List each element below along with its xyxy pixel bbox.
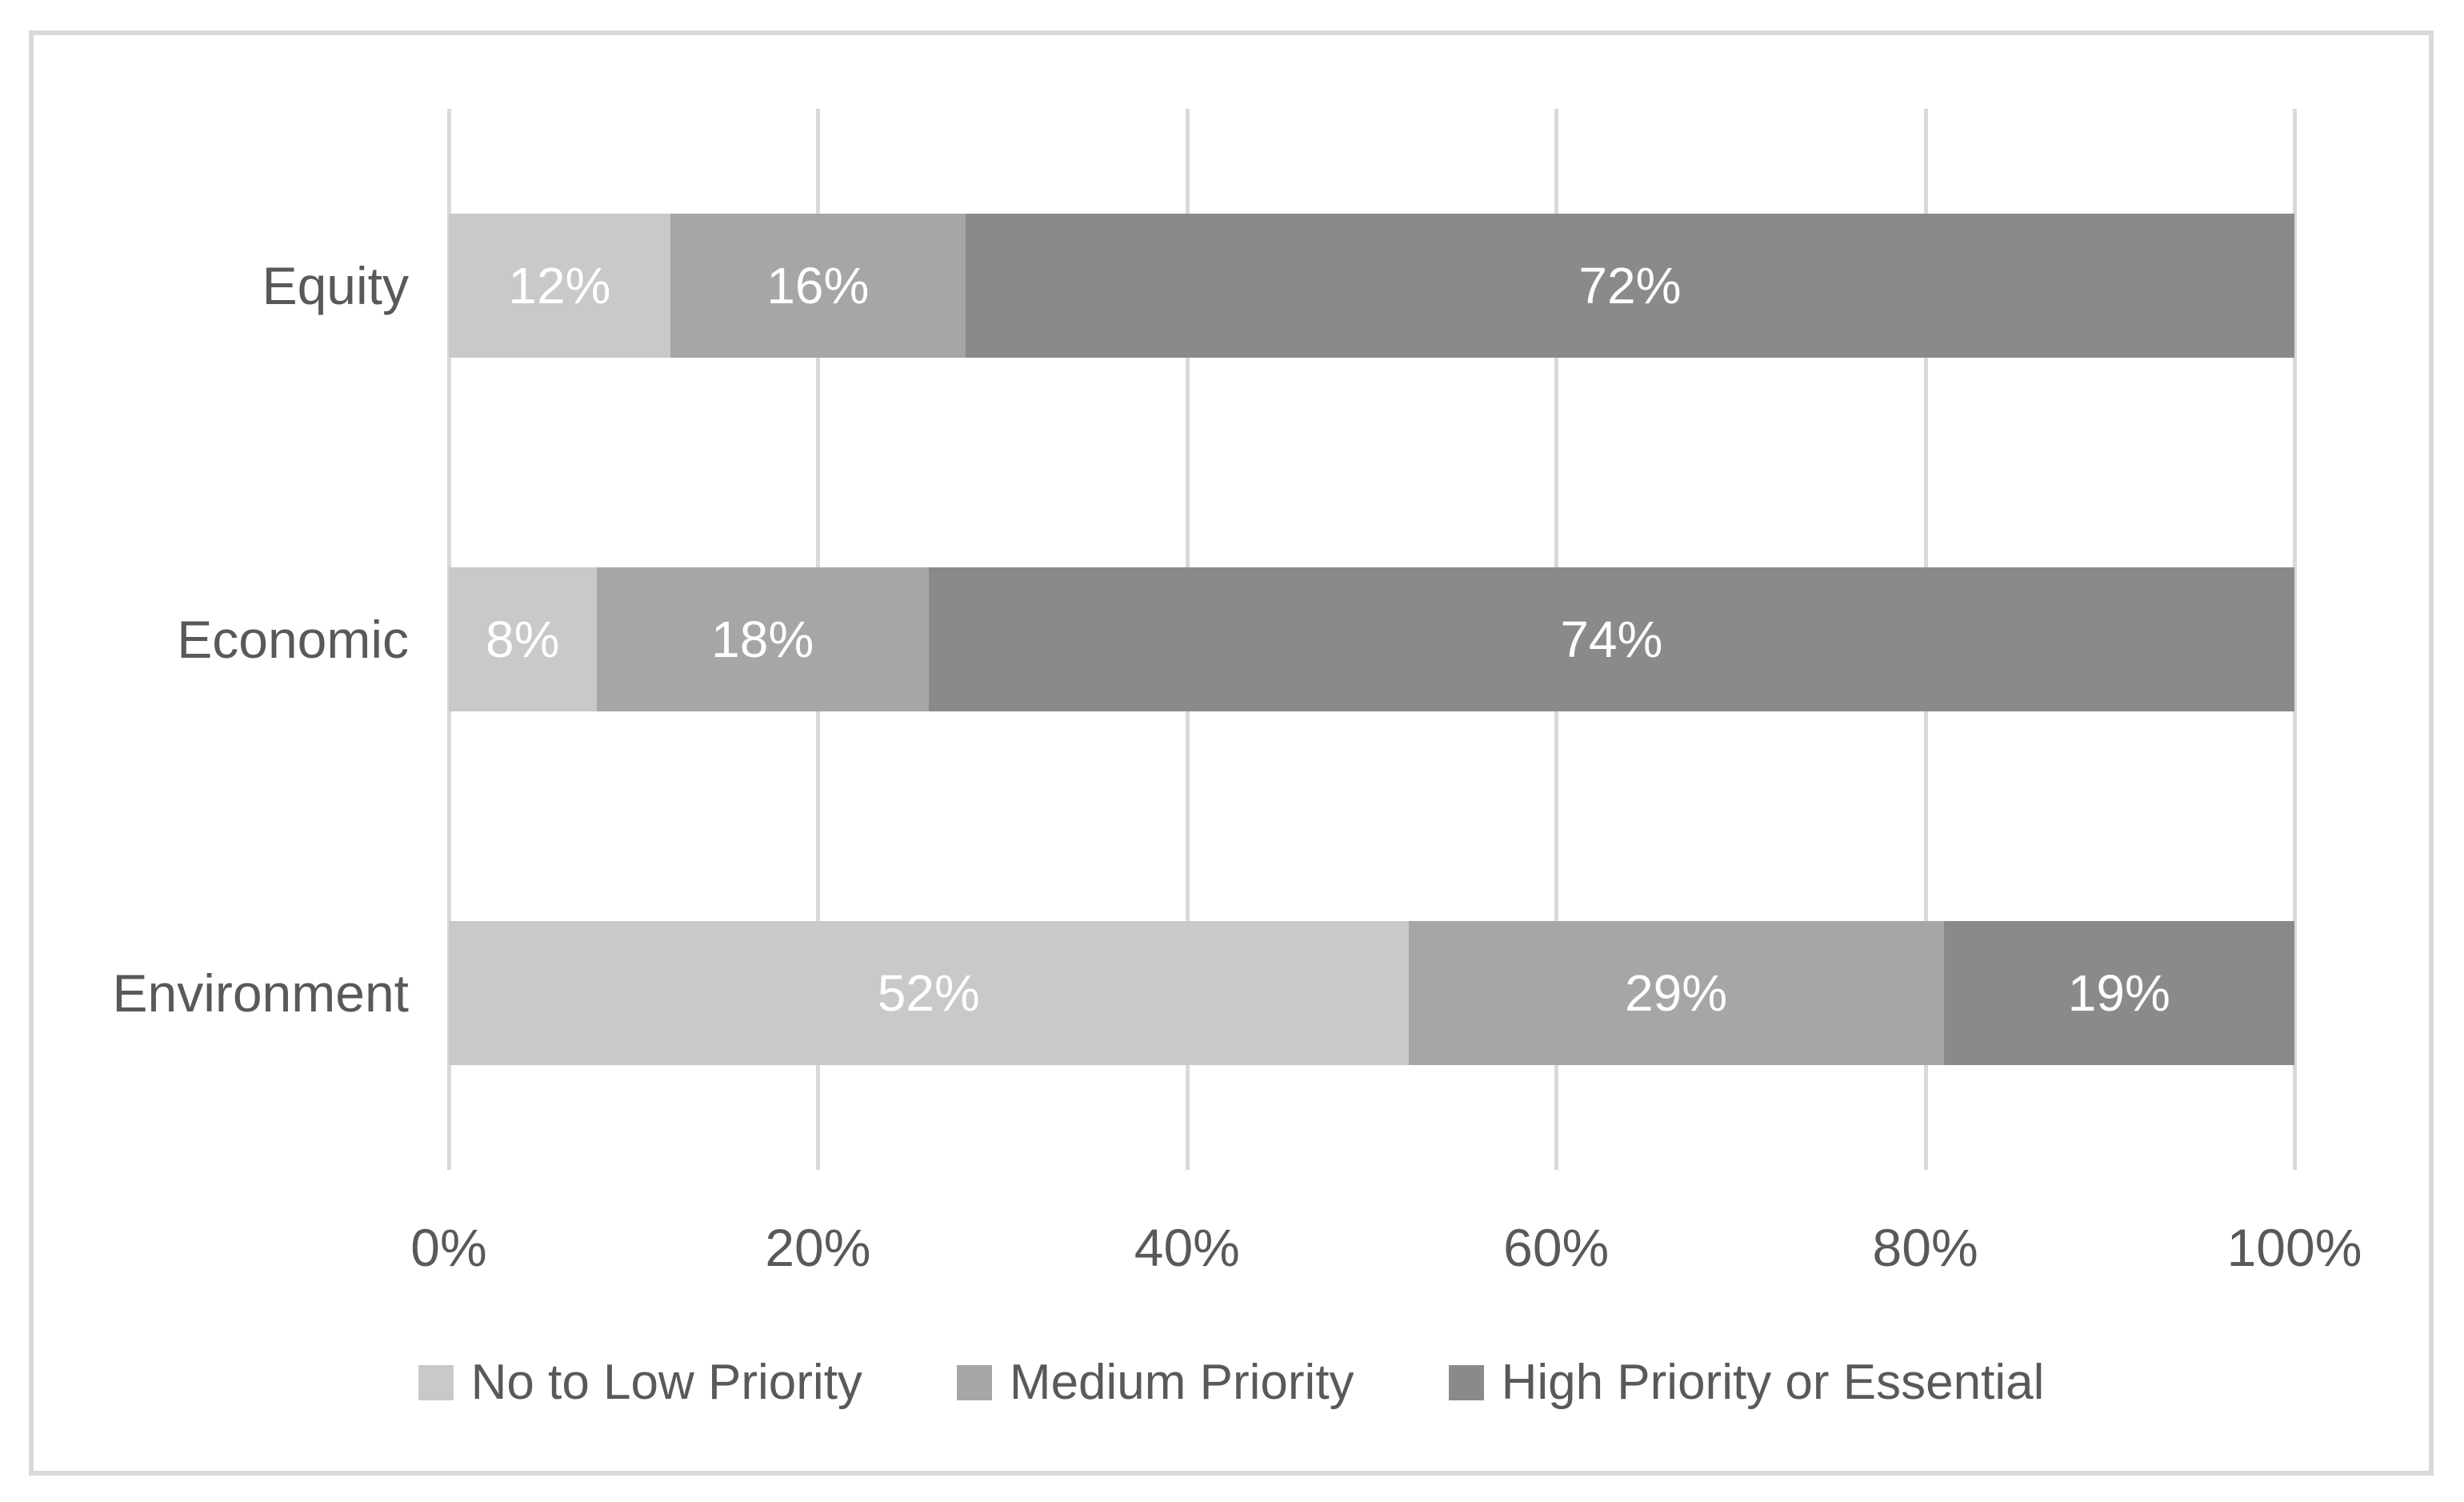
data-label: 12% (508, 257, 611, 314)
bar-segment: 16% (670, 214, 966, 358)
data-label: 72% (1578, 257, 1682, 314)
x-tick-label-100%: 100% (2226, 1218, 2362, 1277)
chart-frame: 12% 16% 72% 8% 18% 74% 52% 29% 19% Equity Economi… (29, 30, 2434, 1476)
legend-swatch-icon (956, 1364, 992, 1400)
data-label: 18% (711, 611, 814, 668)
legend-swatch-icon (1448, 1364, 1484, 1400)
data-label: 16% (766, 257, 870, 314)
x-tick-label-40%: 40% (1134, 1218, 1240, 1277)
bar-segment: 12% (449, 214, 670, 358)
plot-area: 12% 16% 72% 8% 18% 74% 52% 29% 19% (447, 109, 2297, 1170)
bar-segment: 19% (1943, 921, 2294, 1065)
bar-segment: 72% (965, 214, 2294, 358)
data-label: 74% (1560, 611, 1663, 668)
bar-segment: 18% (596, 567, 929, 711)
bar-row-environment: 52% 29% 19% (449, 921, 2294, 1065)
data-label: 52% (877, 964, 980, 1022)
x-tick-label-60%: 60% (1503, 1218, 1610, 1277)
category-label-economic: Economic (177, 610, 409, 669)
x-tick-label-20%: 20% (765, 1218, 871, 1277)
bar-segment: 52% (449, 921, 1409, 1065)
legend-item: Medium Priority (956, 1354, 1354, 1411)
legend-label: High Priority or Essential (1501, 1355, 2045, 1410)
data-label: 29% (1625, 964, 1728, 1022)
legend-label: Medium Priority (1009, 1355, 1354, 1410)
legend: No to Low Priority Medium Priority High Pr… (34, 1354, 2429, 1411)
legend-label: No to Low Priority (470, 1355, 862, 1410)
data-label: 19% (2067, 964, 2170, 1022)
data-label: 8% (486, 611, 560, 668)
x-tick-label-80%: 80% (1872, 1218, 1978, 1277)
legend-item: No to Low Priority (418, 1354, 862, 1411)
category-label-equity: Equity (262, 256, 409, 315)
bar-segment: 74% (928, 567, 2294, 711)
legend-item: High Priority or Essential (1448, 1354, 2045, 1411)
legend-swatch-icon (418, 1364, 454, 1400)
category-label-environment: Environment (112, 963, 409, 1023)
bar-row-equity: 12% 16% 72% (449, 214, 2294, 358)
gridline-100% (2293, 109, 2297, 1170)
bar-row-economic: 8% 18% 74% (449, 567, 2294, 711)
bar-segment: 8% (449, 567, 597, 711)
bar-segment: 29% (1408, 921, 1944, 1065)
x-tick-label-0%: 0% (410, 1218, 487, 1277)
